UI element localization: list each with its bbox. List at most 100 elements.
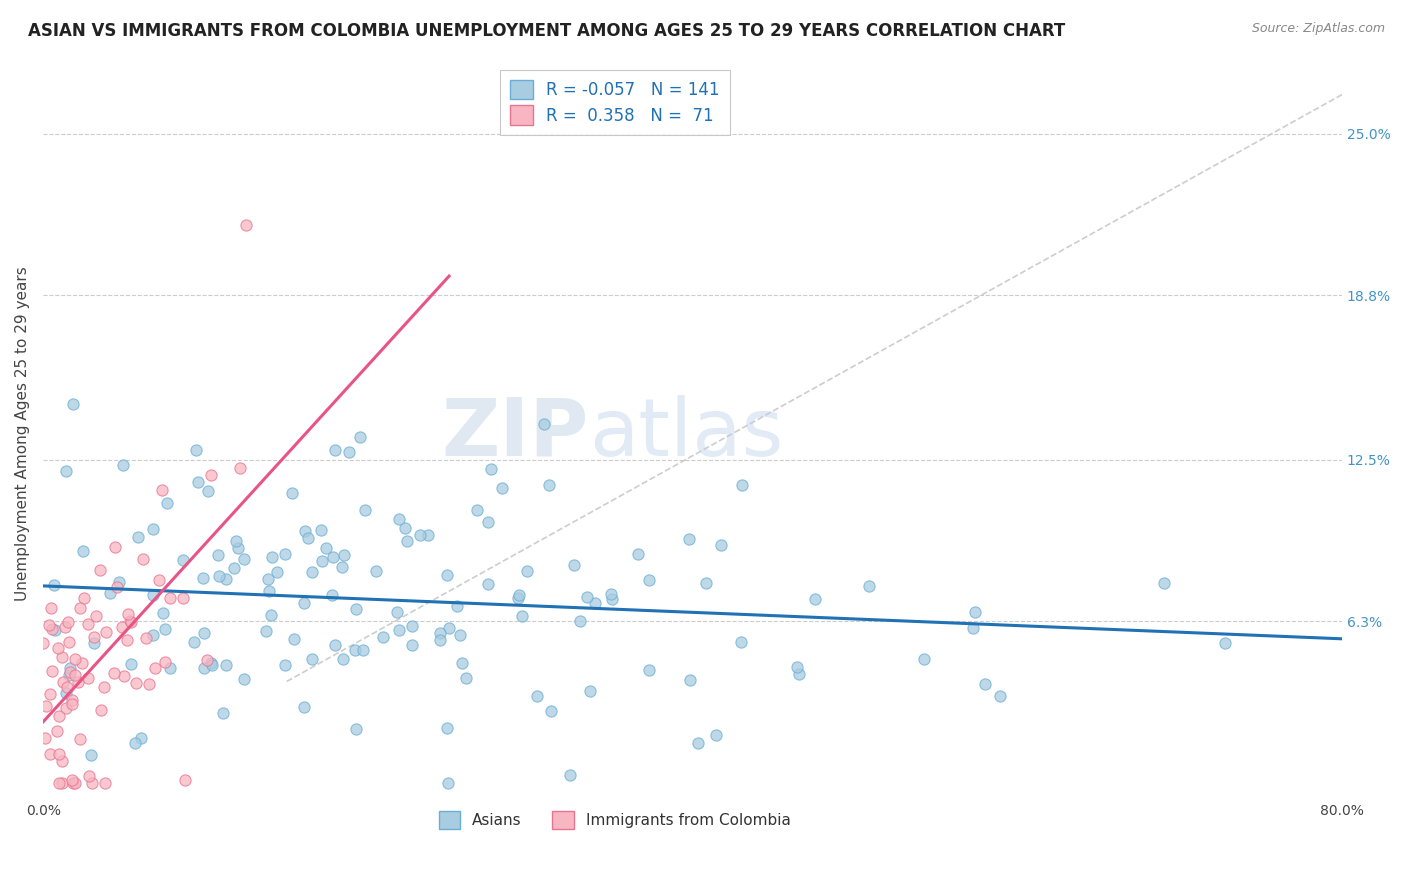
Asians [579,683,602,698]
Asians [787,666,810,681]
Asians [207,549,229,563]
Asians [228,541,250,555]
Asians [446,599,468,613]
Asians [730,635,752,649]
Asians [311,523,333,537]
Asians [72,543,94,558]
Asians [58,667,80,681]
Asians [449,627,471,641]
Immigrants from Colombia [77,769,100,783]
Asians [394,520,416,534]
Immigrants from Colombia [174,773,197,788]
Asians [44,578,66,592]
Immigrants from Colombia [84,609,107,624]
Asians [429,633,451,648]
Immigrants from Colombia [46,723,69,738]
Immigrants from Colombia [90,703,112,717]
Asians [401,638,423,652]
Text: Source: ZipAtlas.com: Source: ZipAtlas.com [1251,22,1385,36]
Asians [508,588,530,602]
Asians [388,512,411,526]
Asians [59,661,82,675]
Immigrants from Colombia [55,701,77,715]
Immigrants from Colombia [94,624,117,639]
Text: ASIAN VS IMMIGRANTS FROM COLOMBIA UNEMPLOYMENT AMONG AGES 25 TO 29 YEARS CORRELA: ASIAN VS IMMIGRANTS FROM COLOMBIA UNEMPL… [28,22,1066,40]
Asians [311,554,333,568]
Asians [111,458,134,473]
Immigrants from Colombia [38,747,60,762]
Immigrants from Colombia [59,665,82,680]
Immigrants from Colombia [93,680,115,694]
Asians [516,564,538,578]
Asians [710,538,733,552]
Asians [686,736,709,750]
Asians [1215,635,1237,649]
Asians [315,541,337,555]
Immigrants from Colombia [94,775,117,789]
Asians [208,568,231,582]
Asians [201,657,224,672]
Immigrants from Colombia [83,631,105,645]
Asians [436,721,458,735]
Asians [232,672,254,686]
Immigrants from Colombia [46,640,69,655]
Asians [120,657,142,671]
Asians [638,664,661,678]
Immigrants from Colombia [62,776,84,790]
Asians [568,614,591,628]
Asians [55,464,77,478]
Asians [292,700,315,714]
Immigrants from Colombia [51,754,73,768]
Asians [193,626,215,640]
Asians [200,656,222,670]
Asians [477,576,499,591]
Immigrants from Colombia [60,772,83,787]
Asians [301,652,323,666]
Asians [401,618,423,632]
Immigrants from Colombia [34,731,56,745]
Asians [274,547,297,561]
Asians [98,585,121,599]
Asians [353,503,375,517]
Asians [297,532,319,546]
Asians [491,482,513,496]
Asians [193,570,215,584]
Immigrants from Colombia [55,620,77,634]
Asians [260,608,283,623]
Immigrants from Colombia [56,615,79,630]
Immigrants from Colombia [150,483,173,498]
Asians [344,723,367,737]
Immigrants from Colombia [67,675,90,690]
Asians [153,622,176,636]
Immigrants from Colombia [132,552,155,566]
Asians [352,643,374,657]
Asians [124,736,146,750]
Asians [465,502,488,516]
Asians [337,445,360,459]
Asians [479,462,502,476]
Immigrants from Colombia [228,460,250,475]
Asians [183,635,205,649]
Immigrants from Colombia [60,697,83,711]
Immigrants from Colombia [82,776,104,790]
Asians [526,690,548,704]
Immigrants from Colombia [115,632,138,647]
Asians [437,776,460,790]
Asians [172,553,194,567]
Asians [364,564,387,578]
Immigrants from Colombia [69,600,91,615]
Asians [429,626,451,640]
Immigrants from Colombia [103,666,125,681]
Asians [281,486,304,500]
Asians [193,661,215,675]
Asians [44,624,66,638]
Asians [152,606,174,620]
Asians [225,534,247,549]
Asians [436,568,458,582]
Asians [974,677,997,691]
Asians [62,397,84,411]
Asians [627,547,650,561]
Asians [332,652,354,666]
Asians [215,658,238,673]
Asians [127,530,149,544]
